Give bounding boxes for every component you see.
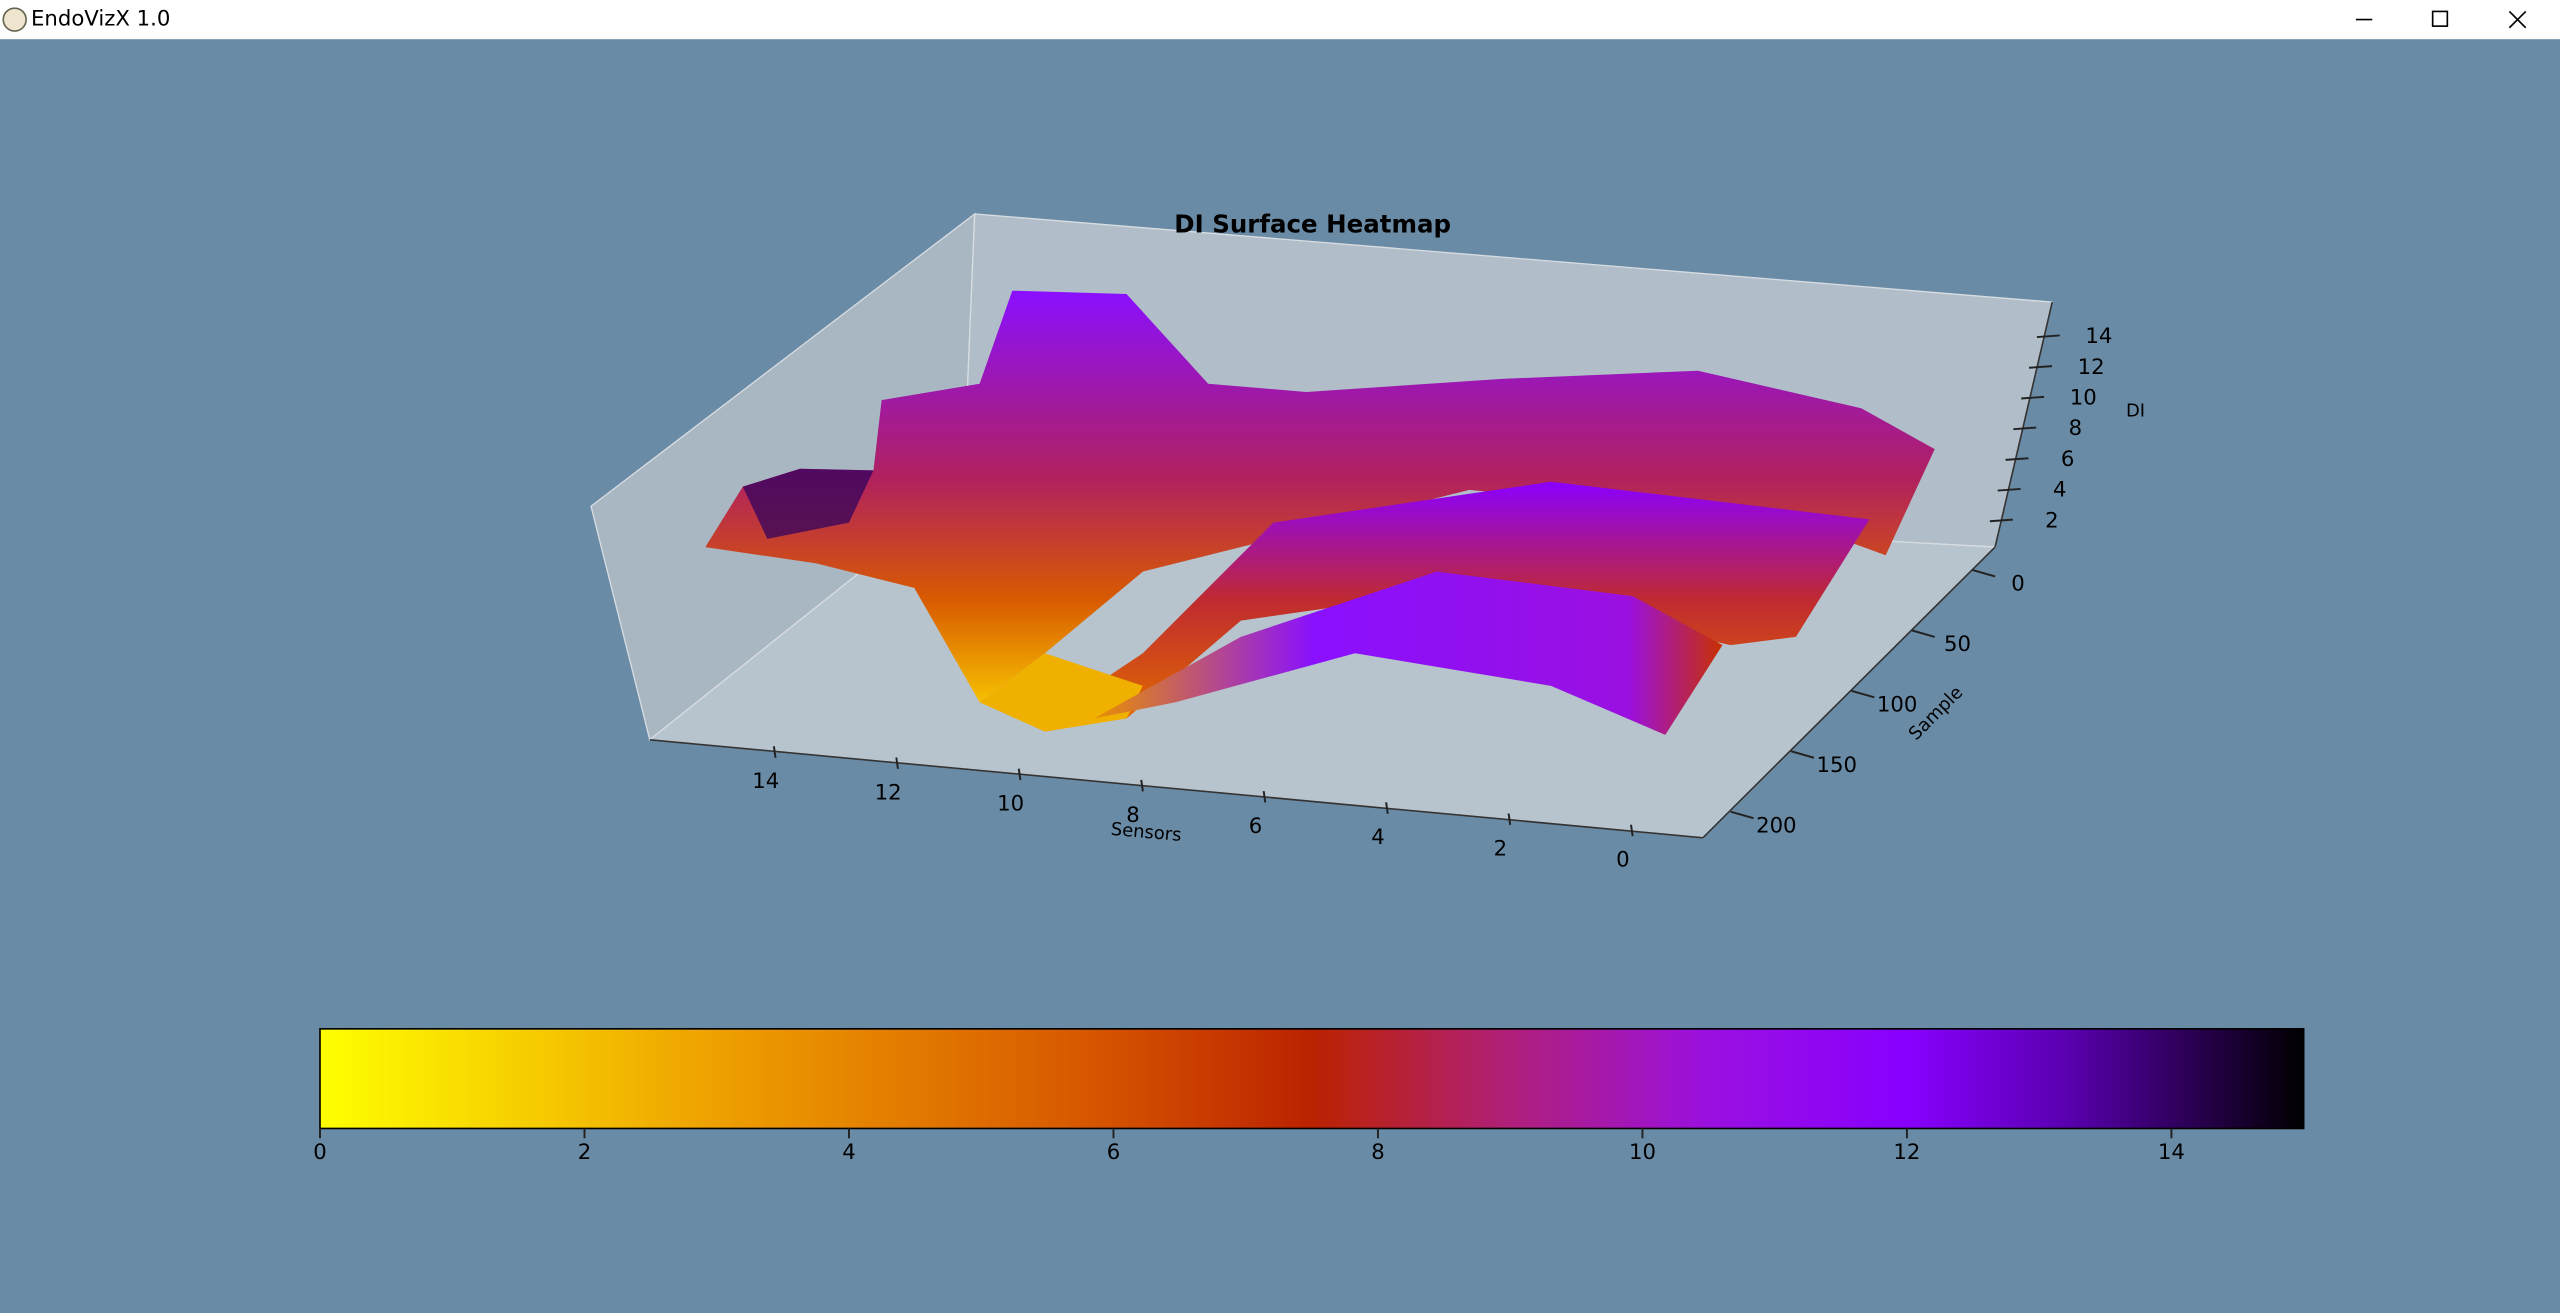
x-tick-label: 0: [1616, 848, 1630, 873]
x-tick-label: 2: [1494, 836, 1508, 861]
colorbar-tick-label: 6: [1107, 1140, 1121, 1165]
z-tick-label: 10: [2070, 385, 2097, 410]
y-tick: [1851, 689, 1875, 699]
y-tick: [1730, 810, 1754, 820]
colorbar-tick-label: 0: [313, 1140, 327, 1165]
colorbar: [319, 1028, 2305, 1130]
z-axis-line: [1994, 301, 2054, 548]
title-bar: [0, 0, 2560, 40]
y-tick-label: 150: [1816, 753, 1857, 778]
y-tick: [1911, 629, 1935, 638]
colorbar-tick-label: 14: [2158, 1140, 2185, 1165]
x-tick: [772, 746, 777, 758]
z-tick-label: 4: [2053, 478, 2067, 503]
y-tick: [1790, 750, 1815, 759]
window-title: EndoVizX 1.0: [31, 7, 170, 32]
colorbar-tick-label: 8: [1371, 1140, 1385, 1165]
restore-button[interactable]: [2431, 10, 2449, 27]
z-tick: [2005, 457, 2029, 461]
surface: [742, 468, 874, 539]
z-axis-label: DI: [2126, 401, 2145, 422]
surface: [1093, 571, 1723, 735]
colorbar-tick-label: 4: [842, 1140, 856, 1165]
x-tick: [895, 757, 899, 770]
z-tick: [2028, 365, 2052, 369]
z-tick-label: 6: [2061, 447, 2075, 472]
z-tick: [2036, 334, 2060, 339]
y-tick-label: 200: [1756, 813, 1797, 838]
y-tick-label: 100: [1877, 692, 1918, 717]
y-tick-label: 0: [2011, 572, 2025, 597]
x-tick-label: 6: [1249, 814, 1263, 839]
y-tick-label: 50: [1944, 632, 1971, 657]
z-tick: [1997, 487, 2021, 492]
x-tick-label: 10: [997, 792, 1024, 817]
x-tick: [1140, 779, 1144, 792]
x-tick: [1385, 802, 1389, 814]
x-tick: [1017, 768, 1022, 781]
x-tick-label: 8: [1126, 803, 1140, 828]
x-axis-label: Sensors: [1110, 819, 1182, 846]
colorbar-tick-label: 2: [578, 1140, 592, 1165]
x-tick-label: 14: [752, 769, 779, 794]
x-tick: [1507, 813, 1512, 826]
chart-title: DI Surface Heatmap: [1174, 209, 1451, 238]
y-axis-line: [1702, 546, 1996, 839]
z-tick-label: 14: [2085, 324, 2112, 349]
surface: [705, 290, 1935, 703]
x-tick: [1262, 790, 1267, 803]
z-tick: [1989, 518, 2013, 523]
colorbar-tick-label: 12: [1893, 1140, 1920, 1165]
x-tick: [1630, 824, 1634, 837]
surface: [1044, 481, 1870, 719]
x-axis-line: [649, 738, 1703, 839]
z-tick: [2013, 426, 2037, 431]
x-tick-label: 4: [1371, 825, 1385, 850]
z-tick-label: 2: [2045, 508, 2059, 533]
y-tick: [1971, 569, 1996, 578]
z-tick: [2021, 395, 2045, 400]
app-icon: [2, 7, 27, 32]
z-tick-label: 12: [2078, 355, 2105, 380]
colorbar-tick-label: 10: [1629, 1140, 1656, 1165]
x-tick-label: 12: [875, 780, 902, 805]
surface: [979, 653, 1143, 732]
z-tick-label: 8: [2069, 416, 2083, 441]
close-button[interactable]: [2508, 10, 2527, 29]
